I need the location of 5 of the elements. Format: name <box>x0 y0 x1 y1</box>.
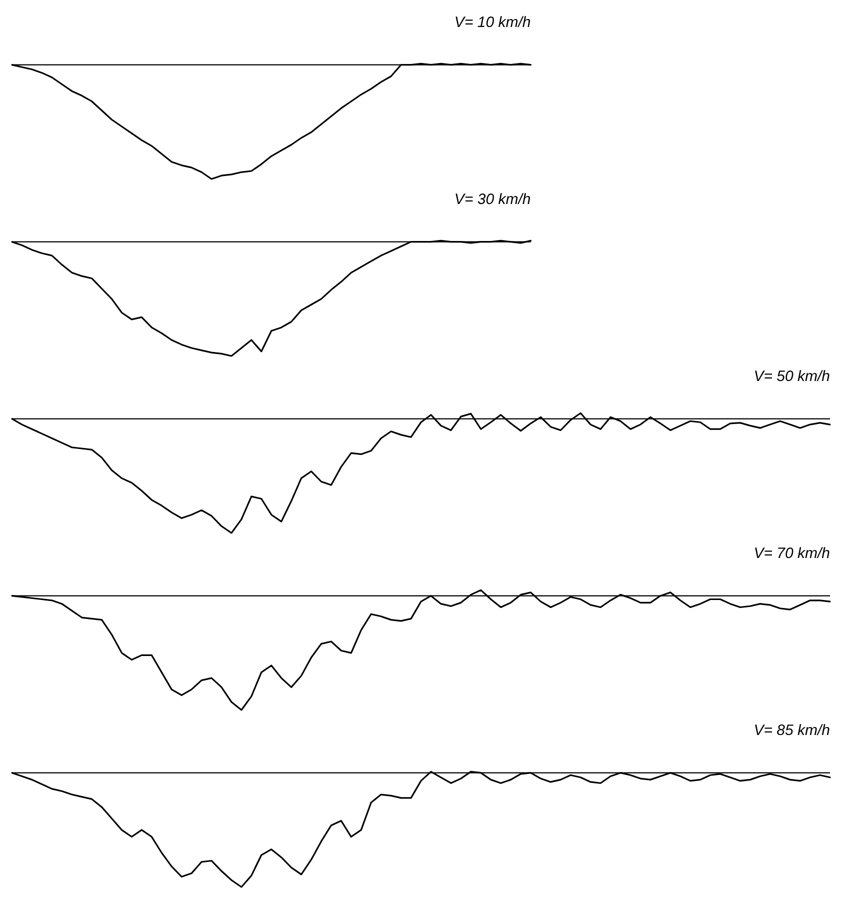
chart-title: V= 70 km/h <box>754 545 830 562</box>
chart-title: V= 50 km/h <box>754 368 830 386</box>
chart-title: V= 85 km/h <box>754 722 830 740</box>
chart-title: V= 30 km/h <box>454 191 531 208</box>
chart-title: V= 10 km/h <box>454 14 531 32</box>
